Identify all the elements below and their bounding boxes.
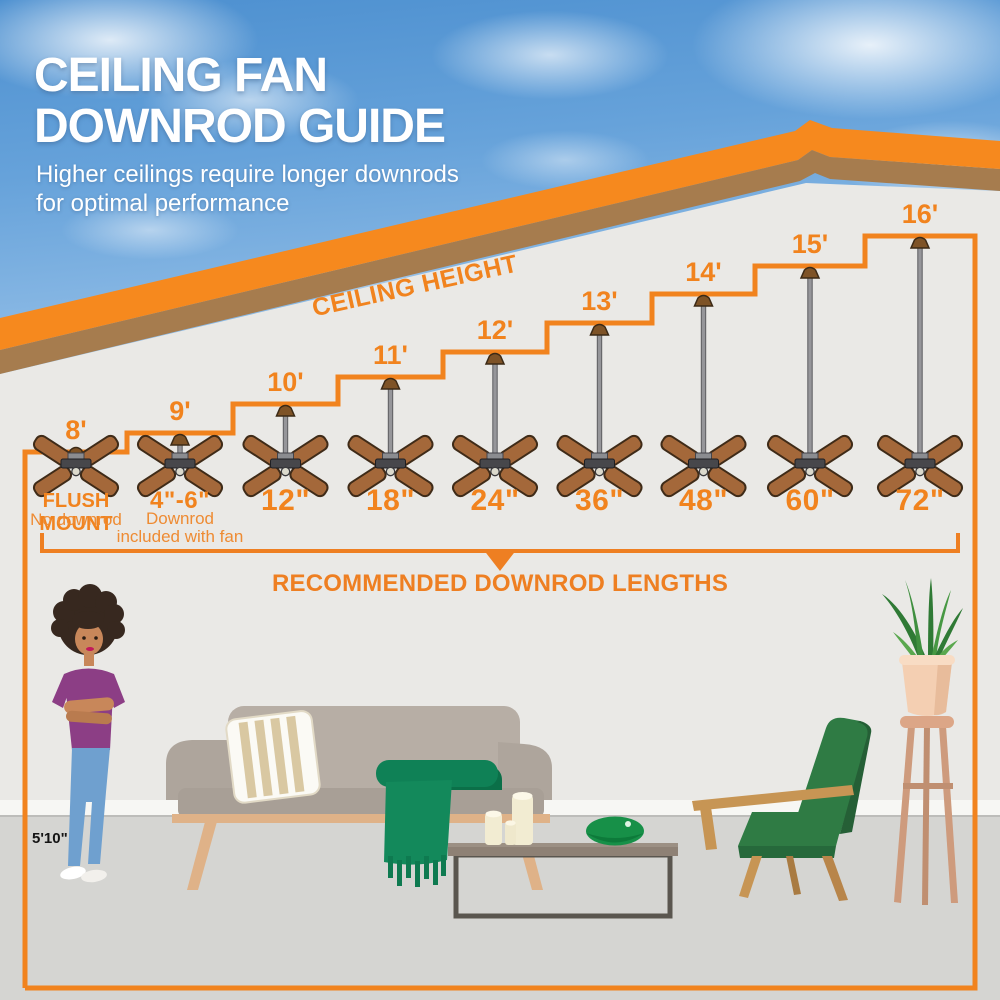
roof <box>0 120 1000 350</box>
downrod-length-label: 24" <box>470 484 520 517</box>
ceiling-fan <box>766 266 854 498</box>
candles <box>485 792 533 845</box>
mount-canopy <box>275 404 296 417</box>
ceiling-fan <box>32 434 120 498</box>
page-title: CEILING FAN DOWNROD GUIDE <box>34 49 446 153</box>
mount-canopy <box>693 294 714 307</box>
downrod-note: No downrod <box>30 510 122 529</box>
mount-canopy <box>484 352 506 365</box>
page-subtitle: Higher ceilings require longer downrods … <box>36 160 459 218</box>
downrod-length-label: 12" <box>260 484 311 517</box>
ceiling-fan <box>876 236 964 498</box>
throw-blanket <box>376 760 502 887</box>
armchair <box>692 717 872 901</box>
downrod-note: Downrod included with fan <box>116 509 244 546</box>
ceiling-fan <box>451 352 539 498</box>
title-line2: DOWNROD GUIDE <box>34 100 446 153</box>
ceiling-fan <box>347 377 434 498</box>
subtitle-line1: Higher ceilings require longer downrods <box>36 161 459 188</box>
title-line1: CEILING FAN <box>34 49 328 102</box>
coffee-table <box>448 792 678 919</box>
ceiling-height-label: 9' <box>169 396 191 426</box>
woman-illustration <box>51 584 125 883</box>
mount-canopy <box>589 323 610 336</box>
ceiling-height-label: 14' <box>685 257 722 287</box>
downrod-length-label: 72" <box>895 484 945 517</box>
downrod-length-label: 36" <box>574 484 625 517</box>
ceiling-height-label: 16' <box>901 199 939 229</box>
mount-canopy <box>380 377 401 390</box>
plant-stand <box>894 716 958 905</box>
cloud <box>430 10 670 100</box>
subtitle-line2: for optimal performance <box>36 190 290 217</box>
person-height-label: 5'10" <box>32 830 68 847</box>
downrod-length-label: 4"-6" <box>150 487 210 514</box>
recommended-downrod-title: RECOMMENDED DOWNROD LENGTHS <box>271 570 729 597</box>
ceiling-fan <box>136 433 224 498</box>
ceiling-height-label: 8' <box>65 415 87 445</box>
cloud <box>60 200 240 260</box>
ceiling-height-label: 13' <box>581 286 618 316</box>
ceiling-height-step-line <box>22 233 978 991</box>
ceiling-height-label: 12' <box>476 315 514 345</box>
downrod-length-label: FLUSH MOUNT <box>39 490 113 535</box>
ceiling-fan <box>660 294 747 498</box>
throw-pillow <box>225 710 321 804</box>
mount-canopy <box>169 433 191 446</box>
ceiling-height-label: 10' <box>267 367 304 397</box>
mount-canopy <box>909 236 931 249</box>
cloud <box>140 60 360 140</box>
ceiling-fan <box>242 404 329 498</box>
downrod-length-label: 18" <box>365 484 416 517</box>
downrod-length-label: 60" <box>785 484 835 517</box>
ceiling-fan <box>556 323 643 498</box>
roof-underside <box>0 150 1000 374</box>
green-dish <box>586 816 644 846</box>
downrod-bracket <box>40 533 960 571</box>
sofa <box>166 706 552 890</box>
downrod-length-label: 48" <box>678 484 729 517</box>
ceiling-height-label: 15' <box>791 229 829 259</box>
down-arrow-icon <box>483 549 517 571</box>
mount-canopy <box>799 266 821 279</box>
potted-plant <box>882 578 963 716</box>
ceiling-height-label: 11' <box>373 340 408 370</box>
